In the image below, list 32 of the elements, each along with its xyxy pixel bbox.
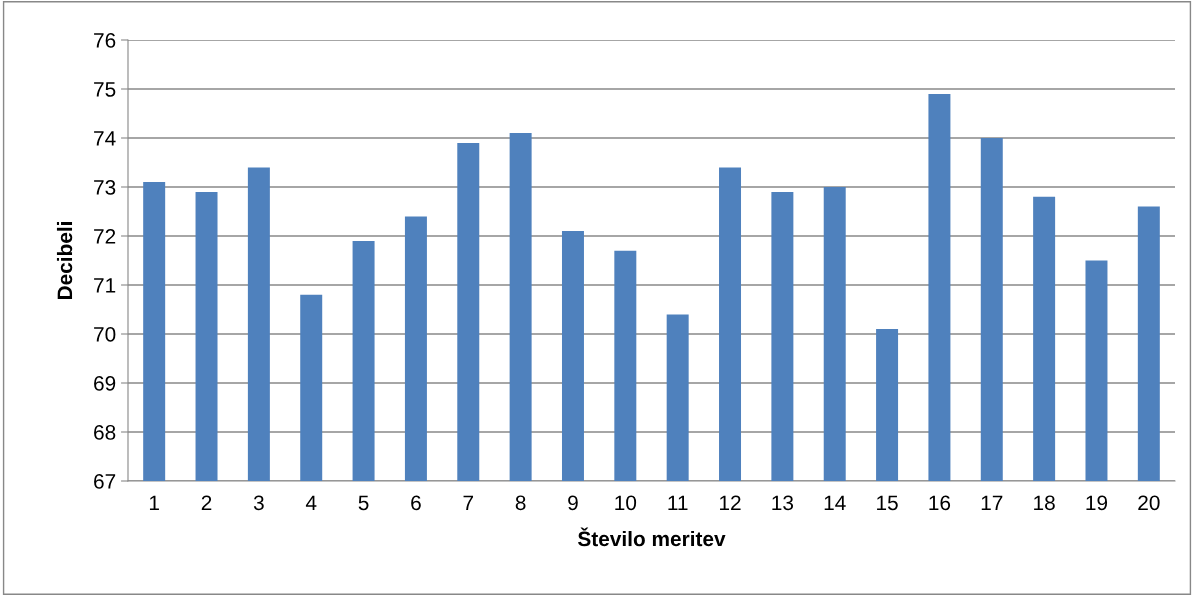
x-tick-label: 9 [568,495,578,511]
y-tick-label: 75 [94,82,116,97]
y-tick-label: 68 [94,425,116,440]
x-tick-label: 1 [149,495,159,510]
x-tick-label: 20 [1138,495,1160,511]
y-tick-label: 67 [94,474,116,489]
x-tick-label: 16 [929,495,951,511]
x-tick-label: 10 [615,495,637,511]
x-tick-label: 8 [515,495,526,511]
x-tick-label: 4 [305,495,317,510]
x-tick-label: 19 [1086,495,1108,511]
x-tick-label: 14 [824,495,846,510]
x-tick-label: 11 [668,495,688,510]
x-tick-label: 15 [877,495,898,511]
y-tick-label: 70 [94,327,116,342]
x-tick-label: 13 [772,495,794,511]
x-tick-label: 5 [358,495,369,511]
x-tick-label: 3 [253,495,264,511]
y-tick-label: 71 [94,278,116,293]
y-tick-label: 69 [94,376,116,391]
x-tick-label: 18 [1034,495,1055,511]
y-tick-label: 73 [94,180,116,195]
y-tick-label: 76 [94,33,116,48]
x-tick-label: 17 [981,495,1003,510]
x-tick-label: 2 [201,495,212,510]
y-tick-label: 74 [94,131,116,146]
y-axis-title: Decibeli [56,222,73,300]
x-tick-label: 7 [463,495,474,510]
y-tick-label: 72 [94,229,116,244]
x-tick-label: 6 [411,495,421,511]
x-tick-label: 12 [720,495,741,510]
x-axis-title: Število meritev [578,527,726,547]
